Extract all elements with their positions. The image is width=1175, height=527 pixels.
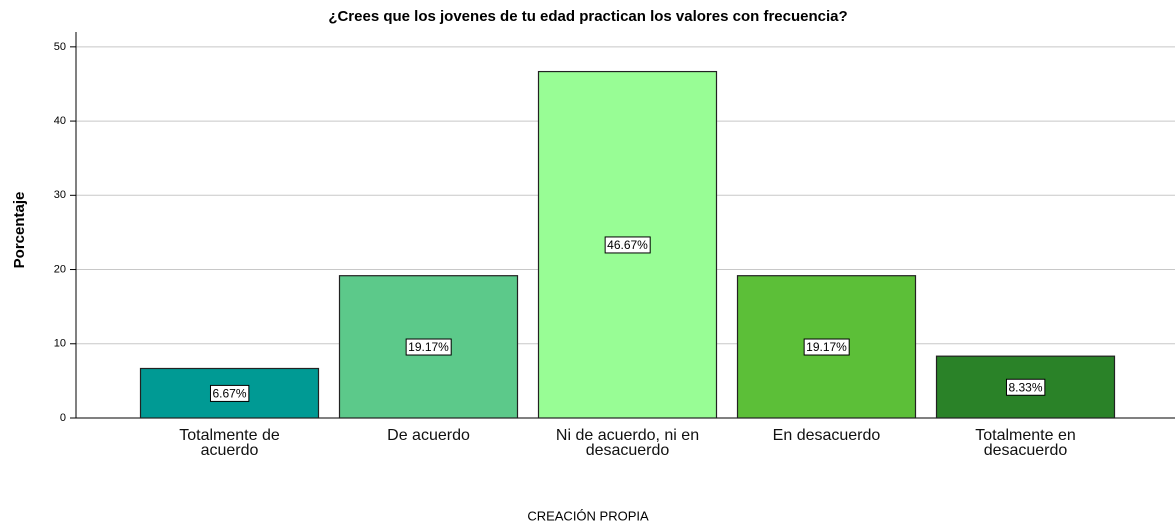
x-tick-label: Ni de acuerdo, ni en desacuerdo	[555, 427, 700, 459]
x-axis-title: CREACIÓN PROPIA	[527, 508, 649, 523]
value-label-box	[1005, 378, 1046, 396]
y-tick-label: 0	[60, 412, 66, 424]
x-tick-label: De acuerdo	[387, 427, 470, 444]
value-label: 19.17%	[806, 340, 847, 354]
y-tick-label: 50	[54, 41, 66, 53]
x-tick-label: En desacuerdo	[772, 427, 881, 444]
y-tick-label: 10	[54, 338, 66, 350]
chart-title: ¿Crees que los jovenes de tu edad practi…	[328, 8, 847, 25]
y-axis-title: Porcentaje	[11, 192, 28, 269]
x-tick-label: Totalmente en desacuerdo	[975, 427, 1076, 459]
value-label: 19.17%	[408, 340, 449, 354]
y-tick-label: 40	[54, 115, 66, 127]
x-tick-label: Totalmente de acuerdo	[179, 427, 280, 459]
y-tick-label: 20	[54, 263, 66, 275]
y-tick-label: 30	[54, 189, 66, 201]
value-label-box	[604, 236, 651, 254]
value-label-box	[803, 338, 850, 356]
value-label: 46.67%	[607, 238, 648, 252]
value-label: 6.67%	[212, 386, 246, 400]
value-label-box	[405, 338, 452, 356]
value-label: 8.33%	[1008, 380, 1042, 394]
value-label-box	[209, 384, 250, 402]
